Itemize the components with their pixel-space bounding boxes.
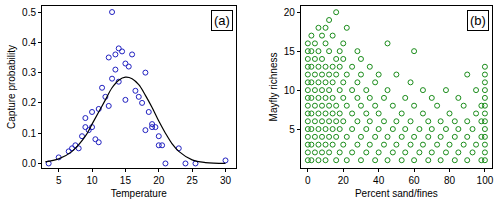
svg-text:Mayfly richness: Mayfly richness xyxy=(268,53,279,122)
svg-text:20: 20 xyxy=(153,175,165,186)
svg-text:10: 10 xyxy=(284,85,296,96)
svg-text:15: 15 xyxy=(120,175,132,186)
svg-text:0.5: 0.5 xyxy=(22,7,36,18)
svg-text:30: 30 xyxy=(220,175,232,186)
svg-text:0.4: 0.4 xyxy=(22,37,36,48)
svg-text:(a): (a) xyxy=(214,13,230,28)
svg-text:60: 60 xyxy=(409,175,421,186)
svg-text:5: 5 xyxy=(56,175,62,186)
svg-text:Capture probability: Capture probability xyxy=(6,45,17,129)
svg-text:Percent sand/fines: Percent sand/fines xyxy=(355,188,438,199)
svg-text:80: 80 xyxy=(444,175,456,186)
svg-text:15: 15 xyxy=(284,46,296,57)
svg-text:0.1: 0.1 xyxy=(22,128,36,139)
svg-text:5: 5 xyxy=(289,124,295,135)
svg-text:40: 40 xyxy=(373,175,385,186)
svg-text:20: 20 xyxy=(338,175,350,186)
svg-text:100: 100 xyxy=(477,175,494,186)
svg-text:0: 0 xyxy=(305,175,311,186)
svg-text:25: 25 xyxy=(187,175,199,186)
svg-text:Temperature: Temperature xyxy=(111,188,168,199)
svg-text:0.3: 0.3 xyxy=(22,67,36,78)
svg-text:0.0: 0.0 xyxy=(22,158,36,169)
svg-text:0.2: 0.2 xyxy=(22,97,36,108)
svg-text:(b): (b) xyxy=(470,13,486,28)
svg-text:10: 10 xyxy=(86,175,98,186)
svg-text:20: 20 xyxy=(284,7,296,18)
